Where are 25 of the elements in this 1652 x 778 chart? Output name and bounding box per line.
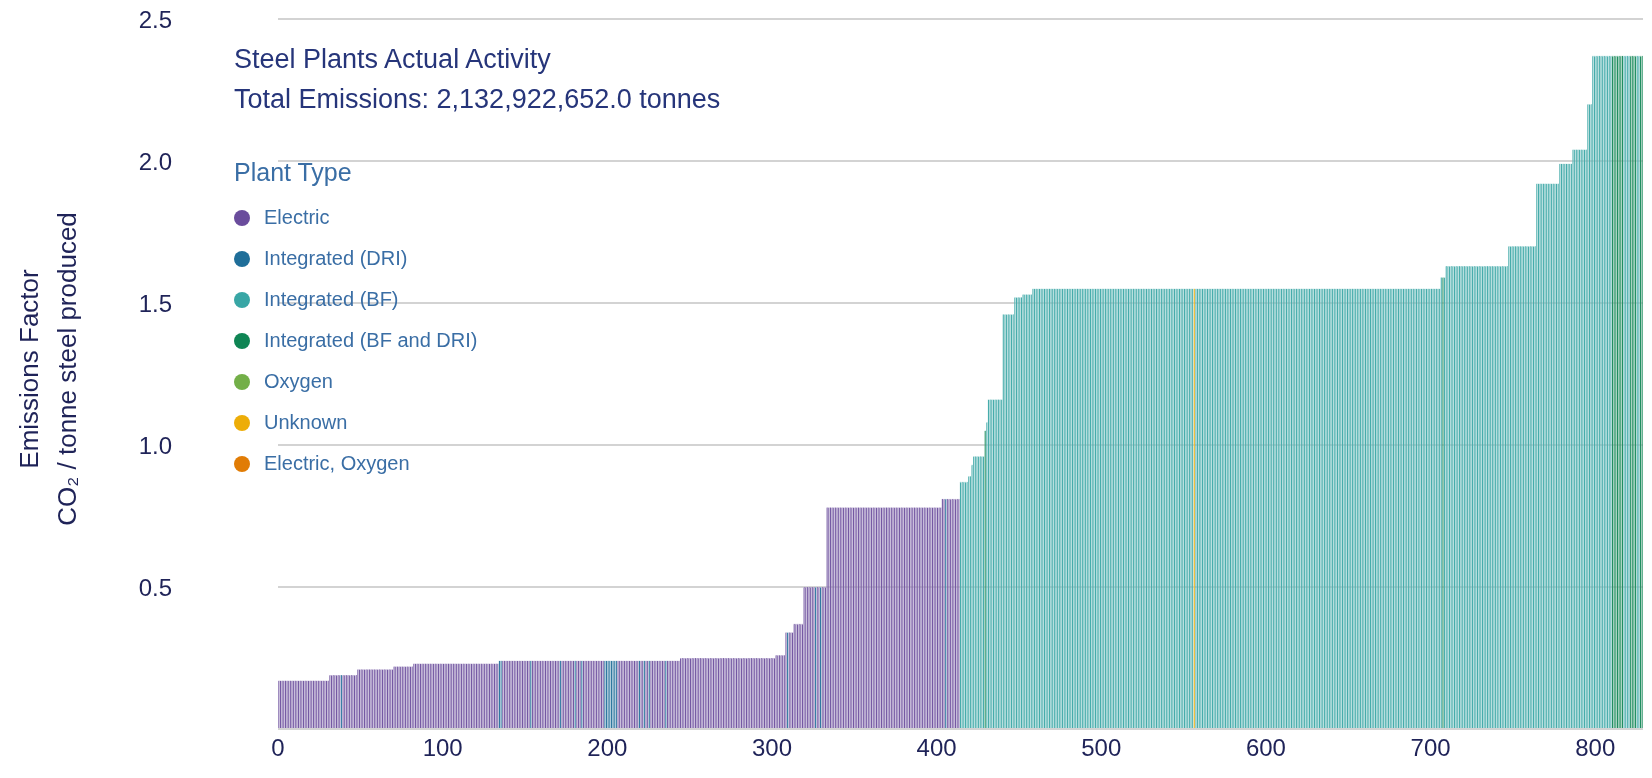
text: Steel Plants Actual Activity (234, 44, 551, 75)
x-tick-label: 200 (587, 734, 628, 762)
x-tick-label: 400 (916, 734, 957, 762)
x-tick-label: 500 (1081, 734, 1122, 762)
x-tick-label: 600 (1245, 734, 1286, 762)
y-tick-label: 0.5 (138, 573, 172, 601)
legend-title: Plant Type (234, 158, 353, 187)
legend-label: Electric (264, 206, 330, 229)
y-tick-label: 1.5 (138, 289, 172, 317)
legend-label: Electric, Oxygen (264, 452, 410, 475)
x-tick-label: 800 (1575, 734, 1616, 762)
legend-label: Integrated (BF) (264, 288, 399, 311)
y-axis-title: Emissions Factor CO₂ / tonne steel produced (14, 212, 82, 526)
legend-label: Integrated (DRI) (264, 247, 408, 270)
x-tick-label: 300 (751, 734, 792, 762)
text: Total Emissions: 2,132,922,652.0 tonnes (234, 84, 721, 115)
legend-label: Unknown (264, 411, 348, 434)
y-tick-label: 2.0 (138, 147, 172, 175)
legend-label: Oxygen (264, 370, 333, 393)
y-tick-label: 2.5 (138, 5, 172, 33)
legend-label: Integrated (BF and DRI) (264, 329, 478, 352)
y-tick-label: 1.0 (138, 431, 172, 459)
x-tick-label: 100 (422, 734, 463, 762)
x-tick-label: 0 (271, 734, 285, 762)
x-tick-label: 700 (1410, 734, 1451, 762)
